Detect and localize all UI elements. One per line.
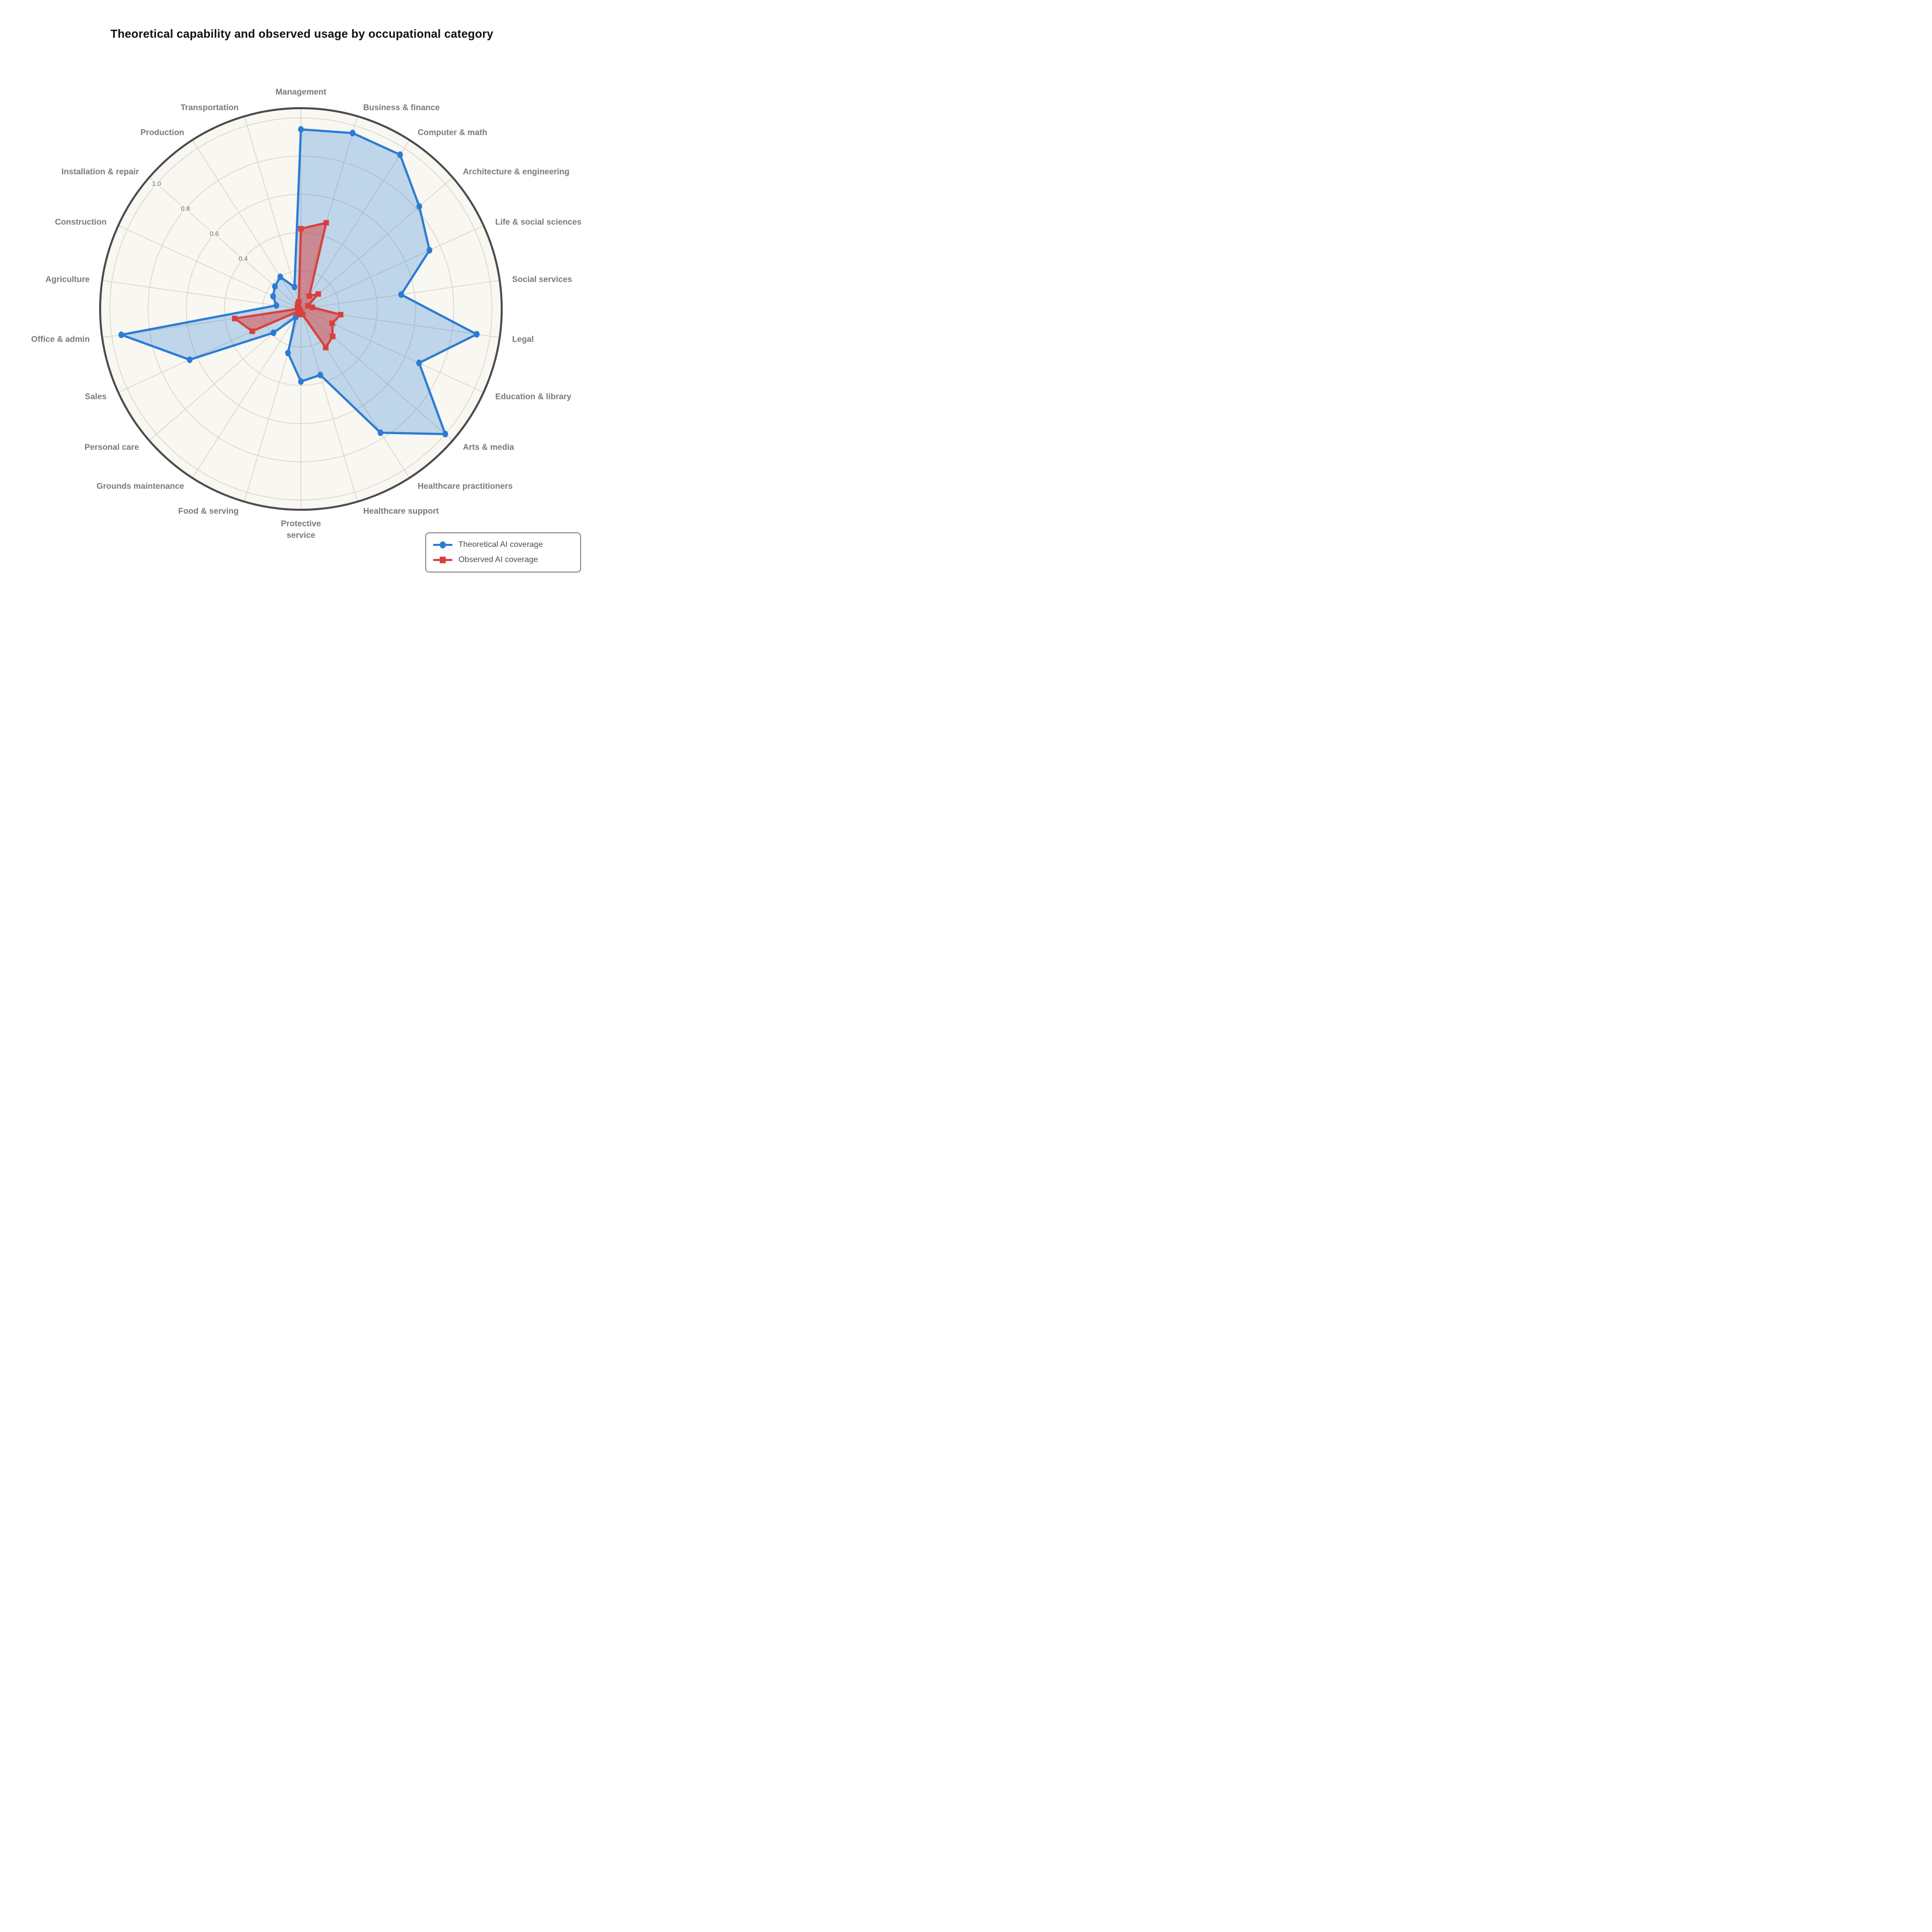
legend-item-theoretical[interactable]: Theoretical AI coverage: [432, 537, 574, 552]
point-architecture-engineering-observed: [315, 291, 321, 297]
point-agriculture-theoretical: [273, 302, 279, 309]
point-education-library-observed: [329, 320, 335, 326]
point-transportation-observed: [296, 299, 302, 305]
radar-chart: 0.4 0.6 0.8 1.0 Management Business & finance…: [31, 88, 582, 540]
point-legal-theoretical: [474, 331, 480, 338]
category-label-healthcare-practitioners: Healthcare practitioners: [418, 482, 513, 491]
point-food-serving-theoretical: [285, 349, 291, 357]
category-label-production: Production: [140, 128, 184, 137]
category-label-business-finance: Business & finance: [363, 103, 440, 112]
spoke-computer-math: [300, 139, 410, 309]
radial-tick-label-0.6: 0.6: [210, 230, 219, 237]
legend-item-observed[interactable]: Observed AI coverage: [432, 552, 574, 568]
category-label-social-services: Social services: [512, 275, 572, 284]
point-production-theoretical: [277, 273, 283, 280]
point-transportation-theoretical: [291, 283, 297, 290]
point-legal-observed: [338, 311, 344, 317]
category-label-agriculture: Agriculture: [45, 275, 90, 284]
category-label-life-social-sciences: Life & social sciences: [495, 217, 582, 226]
category-label-legal: Legal: [512, 335, 534, 344]
legend-marker-square-icon: [433, 556, 452, 564]
category-label-construction: Construction: [55, 217, 107, 226]
category-label-transportation: Transportation: [181, 103, 239, 112]
legend-label-theoretical: Theoretical AI coverage: [458, 540, 543, 549]
legend-label-observed: Observed AI coverage: [458, 555, 538, 564]
point-business-finance-observed: [323, 220, 329, 226]
point-arts-media-theoretical: [442, 431, 448, 438]
point-management-observed: [298, 226, 304, 232]
category-label-office-admin: Office & admin: [31, 335, 90, 344]
category-label-food-serving: Food & serving: [178, 507, 238, 516]
spoke-life-social-sciences: [300, 225, 484, 309]
radial-tick-label-1.0: 1.0: [152, 180, 161, 187]
point-food-serving-observed: [296, 311, 302, 317]
category-label-installation-repair: Installation & repair: [61, 167, 139, 176]
page: Theoretical capability and observed usag…: [0, 0, 604, 604]
category-label-grounds-maintenance: Grounds maintenance: [97, 482, 184, 491]
radial-tick-label-0.8: 0.8: [181, 205, 190, 212]
category-label-personal-care: Personal care: [85, 443, 139, 452]
point-healthcare-support-theoretical: [317, 371, 324, 378]
spoke-construction: [118, 225, 301, 309]
point-office-admin-observed: [232, 315, 238, 321]
spoke-grounds-maintenance: [192, 308, 301, 478]
category-label-sales: Sales: [85, 392, 107, 401]
point-business-finance-theoretical: [350, 129, 356, 136]
point-healthcare-practitioners-observed: [323, 345, 329, 351]
radial-tick-label-0.4: 0.4: [238, 255, 248, 263]
point-protective-service-theoretical: [298, 378, 304, 385]
point-social-services-theoretical: [398, 291, 404, 298]
spoke-healthcare-support: [300, 308, 358, 502]
point-computer-math-theoretical: [397, 151, 403, 158]
legend: Theoretical AI coverage Observed AI cove…: [425, 532, 581, 573]
point-architecture-engineering-theoretical: [416, 203, 423, 210]
point-construction-theoretical: [270, 293, 276, 300]
category-label-computer-math: Computer & math: [418, 128, 487, 137]
spoke-agriculture: [102, 280, 301, 309]
category-label-protective-service: Protective service: [281, 519, 321, 540]
point-installation-repair-theoretical: [272, 283, 278, 290]
legend-marker-circle-icon: [433, 541, 452, 548]
point-life-social-sciences-theoretical: [427, 247, 433, 254]
point-sales-observed: [249, 328, 255, 334]
spoke-production: [192, 139, 301, 309]
category-label-arts-media: Arts & media: [463, 443, 515, 452]
point-arts-media-observed: [330, 334, 336, 340]
category-label-healthcare-support: Healthcare support: [363, 507, 439, 516]
chart-title: Theoretical capability and observed usag…: [110, 27, 494, 40]
category-label-education-library: Education & library: [495, 392, 572, 401]
radial-tick-labels: 0.4 0.6 0.8 1.0: [150, 178, 249, 264]
category-label-management: Management: [276, 88, 327, 97]
spoke-architecture-engineering: [300, 177, 453, 309]
point-sales-theoretical: [187, 356, 193, 363]
point-life-social-sciences-observed: [305, 303, 311, 309]
point-computer-math-observed: [306, 293, 312, 299]
spoke-transportation: [244, 116, 301, 309]
outer-circle: [99, 107, 503, 511]
point-office-admin-theoretical: [118, 331, 124, 339]
point-social-services-observed: [309, 304, 315, 310]
point-personal-care-observed: [295, 308, 301, 314]
point-education-library-theoretical: [416, 359, 422, 366]
category-label-architecture-engineering: Architecture & engineering: [463, 167, 570, 176]
point-management-theoretical: [298, 126, 304, 133]
point-healthcare-practitioners-theoretical: [377, 429, 383, 436]
point-personal-care-theoretical: [270, 329, 277, 336]
category-labels: Management Business & finance Computer & m…: [31, 88, 582, 540]
series-observed-ai-coverage: [232, 220, 344, 351]
